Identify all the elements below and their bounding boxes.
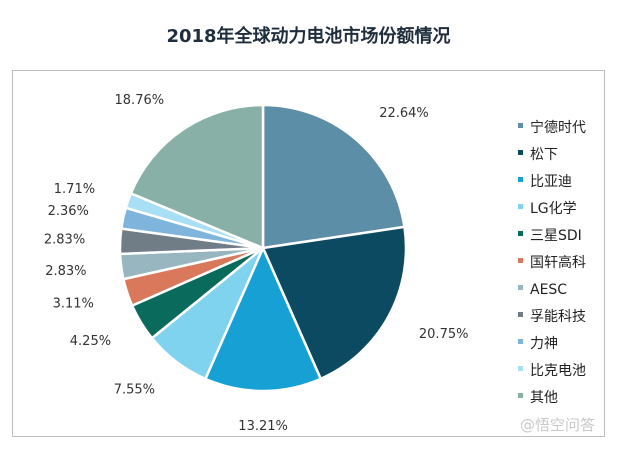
legend-label-2: 比亚迪 — [530, 174, 572, 190]
slice-labels: 22.64% 20.75% 13.21% 7.55% 4.25% 3.11% 2.83% 2.… — [44, 93, 469, 434]
legend-swatch-0 — [518, 123, 523, 128]
pie-chart: 22.64% 20.75% 13.21% 7.55% 4.25% 3.11% 2.83% 2.… — [44, 93, 586, 434]
legend-swatch-4 — [518, 231, 523, 236]
slice-label-8: 2.36% — [48, 204, 89, 219]
pie-slice-1 — [261, 225, 408, 381]
legend-label-4: 三星SDI — [530, 228, 582, 244]
slice-label-3: 7.55% — [114, 383, 155, 398]
legend-label-9: 比克电池 — [530, 363, 586, 379]
chart-frame: 22.64% 20.75% 13.21% 7.55% 4.25% 3.11% 2.83% 2.… — [12, 70, 605, 437]
legend-label-7: 孚能科技 — [530, 309, 586, 325]
watermark-text: @悟空问答 — [519, 416, 595, 434]
legend-label-6: AESC — [530, 282, 567, 298]
legend-label-10: 其他 — [530, 390, 558, 406]
legend-swatch-7 — [518, 312, 523, 317]
legend-swatch-10 — [518, 393, 523, 398]
legend-label-1: 松下 — [530, 147, 558, 163]
legend-label-8: 力神 — [530, 336, 558, 352]
slice-label-4: 4.25% — [70, 334, 111, 349]
slice-label-9: 1.71% — [54, 182, 95, 197]
pie-slice-0 — [261, 103, 406, 250]
legend-swatch-1 — [518, 150, 523, 155]
slice-label-10: 18.76% — [115, 93, 165, 108]
slice-label-1: 20.75% — [419, 327, 469, 342]
slice-label-2: 13.21% — [238, 419, 288, 434]
pie-slice-10 — [129, 103, 265, 250]
legend-label-3: LG化学 — [530, 201, 577, 217]
pie-slices — [118, 103, 408, 393]
legend-swatch-8 — [518, 339, 523, 344]
slice-label-5: 3.11% — [53, 297, 94, 312]
legend-swatch-2 — [518, 177, 523, 182]
legend-swatch-6 — [518, 285, 523, 290]
pie-slice-2 — [203, 244, 323, 393]
slice-label-7: 2.83% — [44, 233, 85, 248]
legend-swatch-9 — [518, 366, 523, 371]
chart-title: 2018年全球动力电池市场份额情况 — [166, 26, 451, 47]
slice-label-6: 2.83% — [45, 264, 86, 279]
slice-label-0: 22.64% — [379, 106, 429, 121]
legend-swatch-5 — [518, 258, 523, 263]
legend-swatch-3 — [518, 204, 523, 209]
legend-label-0: 宁德时代 — [530, 119, 586, 136]
legend-label-5: 国轩高科 — [530, 254, 586, 271]
